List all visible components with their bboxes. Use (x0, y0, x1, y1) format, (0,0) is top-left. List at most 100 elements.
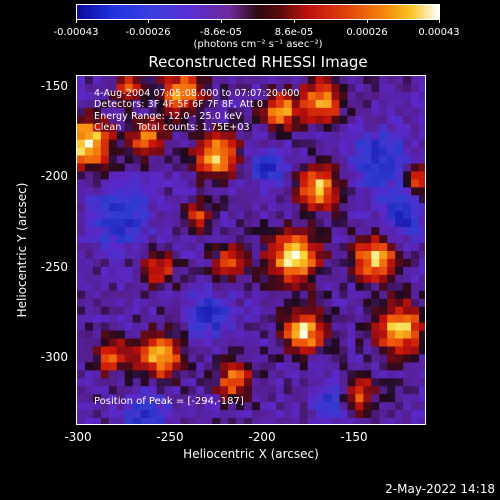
heatmap-cell (100, 195, 110, 204)
heatmap-cell (236, 290, 245, 300)
heatmap-cell (180, 235, 189, 244)
heatmap-cell (355, 258, 364, 268)
heatmap-cell (331, 219, 340, 228)
heatmap-cell (403, 195, 412, 204)
heatmap-pixels (77, 76, 425, 424)
heatmap-cell (315, 107, 324, 117)
heatmap-cell (387, 91, 396, 101)
heatmap-cell (411, 211, 420, 220)
heatmap-cell (124, 274, 133, 284)
heatmap-cell (291, 211, 301, 220)
heatmap-cell (108, 410, 118, 419)
heatmap-cell (411, 171, 420, 180)
heatmap-cell (180, 219, 189, 228)
heatmap-cell (403, 123, 412, 132)
heatmap-cell (267, 91, 277, 101)
heatmap-cell (275, 203, 285, 212)
heatmap-cell (379, 155, 388, 164)
heatmap-cell (411, 354, 420, 363)
heatmap-cell (267, 378, 277, 387)
heatmap-cell (228, 394, 237, 403)
heatmap-cell (204, 362, 213, 371)
heatmap-cell (100, 211, 110, 220)
heatmap-cell (108, 187, 118, 196)
heatmap-cell (299, 282, 308, 292)
heatmap-cell (220, 243, 229, 252)
heatmap-cell (116, 211, 126, 220)
heatmap-cell (339, 131, 348, 140)
heatmap-cell (84, 298, 94, 307)
heatmap-cell (148, 306, 157, 315)
heatmap-cell (148, 235, 157, 244)
heatmap-cell (204, 410, 213, 419)
heatmap-cell (228, 203, 237, 212)
heatmap-cell (283, 131, 293, 140)
heatmap-cell (124, 346, 133, 355)
heatmap-cell (84, 163, 94, 172)
heatmap-cell (140, 418, 149, 424)
heatmap-cell (188, 394, 197, 403)
heatmap-cell (252, 282, 261, 292)
heatmap-cell (196, 227, 205, 236)
heatmap-cell (323, 370, 332, 379)
heatmap-cell (148, 243, 157, 252)
colorbar-tick-label: -0.00043 (53, 27, 99, 38)
heatmap-cell (259, 330, 269, 339)
heatmap-cell (148, 123, 157, 132)
heatmap-cell (419, 394, 425, 403)
heatmap-cell (267, 418, 277, 424)
heatmap-cell (275, 330, 285, 339)
heatmap-cell (236, 91, 245, 101)
heatmap-cell (188, 179, 197, 188)
heatmap-cell (228, 410, 237, 419)
heatmap-cell (148, 266, 157, 276)
heatmap-cell (299, 274, 308, 284)
heatmap-cell (387, 211, 396, 220)
heatmap-cell (275, 139, 285, 148)
heatmap-cell (283, 243, 293, 252)
heatmap-cell (315, 418, 324, 424)
heatmap-cell (283, 322, 293, 331)
heatmap-cell (267, 155, 277, 164)
heatmap-cell (291, 410, 301, 419)
heatmap-cell (116, 219, 126, 228)
heatmap-cell (387, 147, 396, 156)
heatmap-cell (299, 354, 308, 363)
heatmap-cell (379, 123, 388, 132)
heatmap-cell (132, 346, 141, 355)
heatmap-cell (228, 227, 237, 236)
heatmap-cell (395, 211, 404, 220)
heatmap-cell (212, 306, 221, 315)
heatmap-cell (220, 163, 229, 172)
heatmap-cell (291, 346, 301, 355)
heatmap-cell (411, 107, 420, 117)
heatmap-cell (283, 227, 293, 236)
heatmap-cell (92, 282, 102, 292)
heatmap-cell (124, 203, 133, 212)
colorbar-tick-label: 8.6e-05 (274, 27, 314, 38)
heatmap-cell (124, 362, 133, 371)
heatmap-cell (323, 155, 332, 164)
heatmap-cell (267, 410, 277, 419)
heatmap-cell (172, 219, 181, 228)
heatmap-cell (77, 139, 86, 148)
heatmap-cell (252, 163, 261, 172)
heatmap-cell (339, 282, 348, 292)
heatmap-cell (387, 258, 396, 268)
heatmap-cell (180, 83, 189, 93)
heatmap-cell (331, 386, 340, 395)
heatmap-cell (204, 418, 213, 424)
heatmap-cell (323, 147, 332, 156)
heatmap-cell (347, 266, 356, 276)
heatmap-cell (132, 338, 141, 347)
heatmap-cell (259, 219, 269, 228)
heatmap-cell (164, 139, 173, 148)
heatmap-cell (331, 123, 340, 132)
heatmap-cell (220, 107, 229, 117)
x-tick-label: -300 (64, 430, 92, 444)
heatmap-cell (244, 107, 253, 117)
heatmap-cell (204, 83, 213, 93)
heatmap-cell (267, 394, 277, 403)
heatmap-cell (291, 131, 301, 140)
heatmap-cell (100, 147, 110, 156)
